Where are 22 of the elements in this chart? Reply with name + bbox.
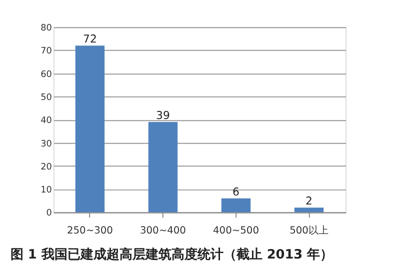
y-tick-label: 80 [40,24,52,34]
y-tick-label: 70 [40,46,52,57]
bar [294,208,324,212]
text: 图 1 我国已建成超高层建筑高度统计（截止 2013 年） [10,246,334,263]
x-tick-label: 300~400 [140,225,186,236]
bar [75,46,105,212]
data-label: 6 [232,185,240,198]
x-tick-label: 250~300 [66,225,113,236]
bar [221,198,251,212]
y-tick-label: 50 [40,92,52,103]
y-tick-label: 60 [40,70,52,80]
data-label: 72 [83,32,97,46]
x-tick-label: 400~500 [212,225,259,236]
x-tick-label: 500以上 [290,224,328,236]
y-tick-label: 10 [40,186,52,196]
y-tick-label: 30 [40,139,52,150]
data-label: 39 [156,108,170,122]
y-tick-label: 0 [46,208,52,219]
data-label: 2 [306,194,312,208]
y-tick-label: 20 [40,162,52,172]
y-tick-label: 40 [40,116,52,126]
bar [148,122,178,212]
